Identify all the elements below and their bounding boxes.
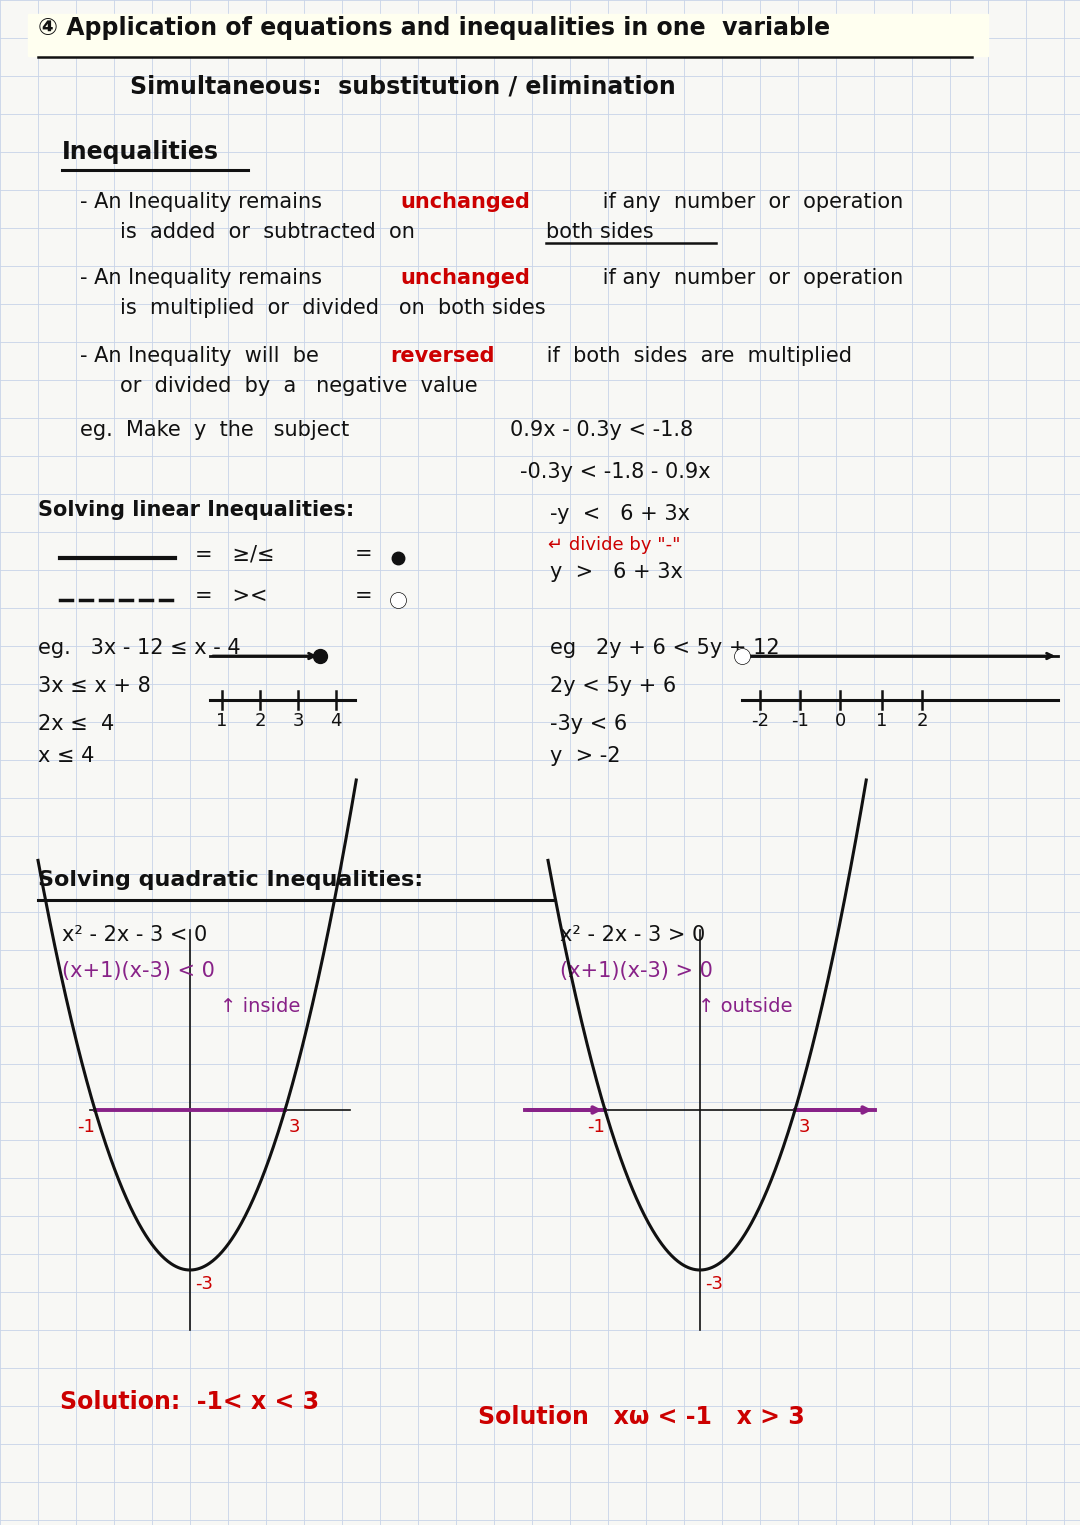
Text: or  divided  by  a   negative  value: or divided by a negative value — [120, 377, 477, 396]
Text: eg.  Make  y  the   subject: eg. Make y the subject — [80, 419, 349, 441]
Text: 0: 0 — [835, 712, 846, 730]
Text: 2x ≤  4: 2x ≤ 4 — [38, 714, 114, 734]
Text: =: = — [355, 586, 373, 605]
Text: 3: 3 — [799, 1118, 810, 1136]
Text: if any  number  or  operation: if any number or operation — [596, 192, 903, 212]
Text: =   ><: = >< — [195, 586, 268, 605]
Text: 3: 3 — [289, 1118, 300, 1136]
Text: (x+1)(x-3) < 0: (x+1)(x-3) < 0 — [62, 961, 215, 981]
Text: -1: -1 — [791, 712, 809, 730]
Text: -3y < 6: -3y < 6 — [550, 714, 627, 734]
Text: unchanged: unchanged — [400, 192, 530, 212]
Text: -2: -2 — [751, 712, 769, 730]
Text: - An Inequality  will  be: - An Inequality will be — [80, 346, 325, 366]
Text: Inequalities: Inequalities — [62, 140, 219, 165]
Text: is  added  or  subtracted  on: is added or subtracted on — [120, 223, 421, 242]
Text: y  >   6 + 3x: y > 6 + 3x — [550, 563, 683, 583]
Text: - An Inequality remains: - An Inequality remains — [80, 268, 328, 288]
Text: eg   2y + 6 < 5y + 12: eg 2y + 6 < 5y + 12 — [550, 637, 780, 657]
Text: Solution:  -1< x < 3: Solution: -1< x < 3 — [60, 1389, 319, 1414]
Text: is  multiplied  or  divided   on  both sides: is multiplied or divided on both sides — [120, 297, 545, 319]
Text: Solution   xω < -1   x > 3: Solution xω < -1 x > 3 — [478, 1405, 805, 1429]
Text: -3: -3 — [705, 1275, 723, 1293]
Text: 0.9x - 0.3y < -1.8: 0.9x - 0.3y < -1.8 — [510, 419, 693, 441]
Text: x² - 2x - 3 < 0: x² - 2x - 3 < 0 — [62, 926, 207, 946]
Bar — [28, 14, 988, 56]
Text: reversed: reversed — [390, 346, 495, 366]
Text: 1: 1 — [876, 712, 888, 730]
Text: Simultaneous:  substitution / elimination: Simultaneous: substitution / elimination — [130, 75, 676, 99]
Text: 2y < 5y + 6: 2y < 5y + 6 — [550, 676, 676, 695]
Text: eg.   3x - 12 ≤ x - 4: eg. 3x - 12 ≤ x - 4 — [38, 637, 241, 657]
Text: ④ Application of equations and inequalities in one  variable: ④ Application of equations and inequalit… — [38, 15, 831, 40]
Text: =   ≥/≤: = ≥/≤ — [195, 544, 274, 564]
Text: x² - 2x - 3 > 0: x² - 2x - 3 > 0 — [561, 926, 705, 946]
Text: ↑ inside: ↑ inside — [220, 997, 300, 1016]
Text: =: = — [355, 544, 373, 564]
Text: x ≤ 4: x ≤ 4 — [38, 746, 94, 766]
Text: 4: 4 — [330, 712, 341, 730]
Text: -0.3y < -1.8 - 0.9x: -0.3y < -1.8 - 0.9x — [519, 462, 711, 482]
Text: if any  number  or  operation: if any number or operation — [596, 268, 903, 288]
Text: y  > -2: y > -2 — [550, 746, 621, 766]
Text: 2: 2 — [254, 712, 266, 730]
Text: -1: -1 — [77, 1118, 95, 1136]
Text: if  both  sides  are  multiplied: if both sides are multiplied — [540, 346, 852, 366]
Text: 3x ≤ x + 8: 3x ≤ x + 8 — [38, 676, 151, 695]
Text: Solving quadratic Inequalities:: Solving quadratic Inequalities: — [38, 869, 423, 891]
Text: - An Inequality remains: - An Inequality remains — [80, 192, 328, 212]
Text: -y  <   6 + 3x: -y < 6 + 3x — [550, 503, 690, 525]
Text: Solving linear Inequalities:: Solving linear Inequalities: — [38, 500, 354, 520]
Text: unchanged: unchanged — [400, 268, 530, 288]
Text: ↑ outside: ↑ outside — [698, 997, 793, 1016]
Text: (x+1)(x-3) > 0: (x+1)(x-3) > 0 — [561, 961, 713, 981]
Text: -3: -3 — [195, 1275, 213, 1293]
Text: -1: -1 — [588, 1118, 605, 1136]
Text: 2: 2 — [916, 712, 928, 730]
Text: ↵ divide by "-": ↵ divide by "-" — [548, 535, 680, 554]
Text: 1: 1 — [216, 712, 228, 730]
Text: both sides: both sides — [546, 223, 653, 242]
Text: 3: 3 — [293, 712, 303, 730]
